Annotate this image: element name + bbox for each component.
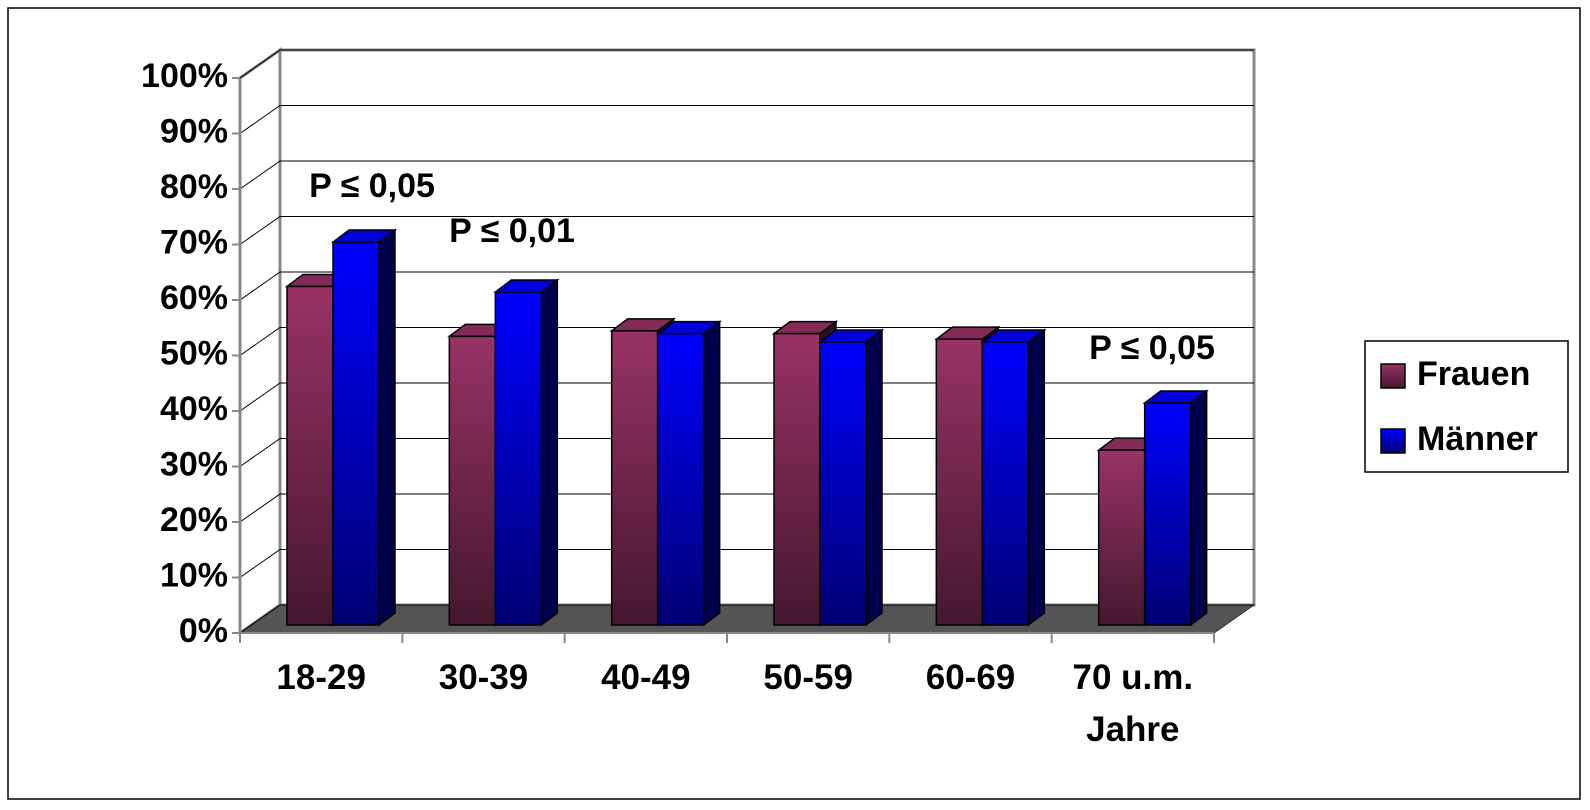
bar bbox=[1097, 449, 1146, 626]
bar-side bbox=[1027, 328, 1046, 627]
annotation: P ≤ 0,05 bbox=[309, 167, 435, 205]
bar bbox=[935, 338, 984, 626]
legend-label: Männer bbox=[1417, 420, 1538, 458]
bar bbox=[656, 332, 705, 626]
bar-side bbox=[540, 278, 559, 627]
y-tick-label: 70% bbox=[160, 223, 228, 261]
x-tick-label: 70 u.m. Jahre bbox=[1072, 658, 1194, 749]
y-tick-label: 40% bbox=[160, 390, 228, 428]
bar bbox=[494, 291, 543, 626]
y-tick-label: 20% bbox=[160, 501, 228, 539]
x-tick-label: 40-49 bbox=[601, 658, 691, 697]
bar bbox=[610, 330, 659, 626]
legend-swatch bbox=[1380, 363, 1406, 389]
grid-line bbox=[239, 604, 1254, 634]
grid-line bbox=[239, 160, 1254, 190]
x-tick-label: 50-59 bbox=[763, 658, 853, 697]
y-tick-label: 90% bbox=[160, 112, 228, 150]
grid-line bbox=[239, 382, 1254, 412]
y-tick-label: 50% bbox=[160, 334, 228, 372]
grid-line bbox=[239, 216, 1254, 245]
y-tick-label: 0% bbox=[179, 612, 228, 650]
y-tick-label: 60% bbox=[160, 279, 228, 317]
y-tick-label: 10% bbox=[160, 556, 228, 594]
grid-line bbox=[239, 493, 1254, 523]
bar bbox=[819, 341, 867, 626]
bar bbox=[448, 335, 497, 626]
grid-line bbox=[239, 438, 1254, 467]
annotation: P ≤ 0,05 bbox=[1089, 329, 1215, 367]
bar bbox=[332, 241, 380, 626]
bar-side bbox=[702, 320, 721, 627]
annotation: P ≤ 0,01 bbox=[449, 212, 575, 250]
bar-side bbox=[865, 328, 883, 627]
legend-label: Frauen bbox=[1417, 355, 1530, 393]
frame bbox=[7, 7, 1581, 800]
bar-side bbox=[378, 228, 396, 627]
legend-swatch bbox=[1380, 428, 1406, 454]
y-tick-label: 100% bbox=[141, 57, 228, 95]
x-tick-label: 30-39 bbox=[438, 658, 529, 697]
grid-line bbox=[239, 327, 1254, 356]
y-tick-label: 80% bbox=[160, 168, 228, 206]
y-tick-label: 30% bbox=[160, 445, 228, 483]
bar bbox=[1143, 402, 1192, 626]
x-tick-label: 18-29 bbox=[276, 658, 366, 697]
bar bbox=[286, 285, 334, 626]
bar bbox=[773, 332, 821, 626]
grid-line bbox=[239, 105, 1254, 134]
bar-side bbox=[1189, 389, 1208, 627]
bar bbox=[981, 341, 1030, 626]
grid-line bbox=[239, 549, 1254, 578]
grid-line bbox=[239, 49, 1254, 79]
grid-line bbox=[239, 271, 1254, 301]
x-tick-label: 60-69 bbox=[925, 658, 1016, 697]
